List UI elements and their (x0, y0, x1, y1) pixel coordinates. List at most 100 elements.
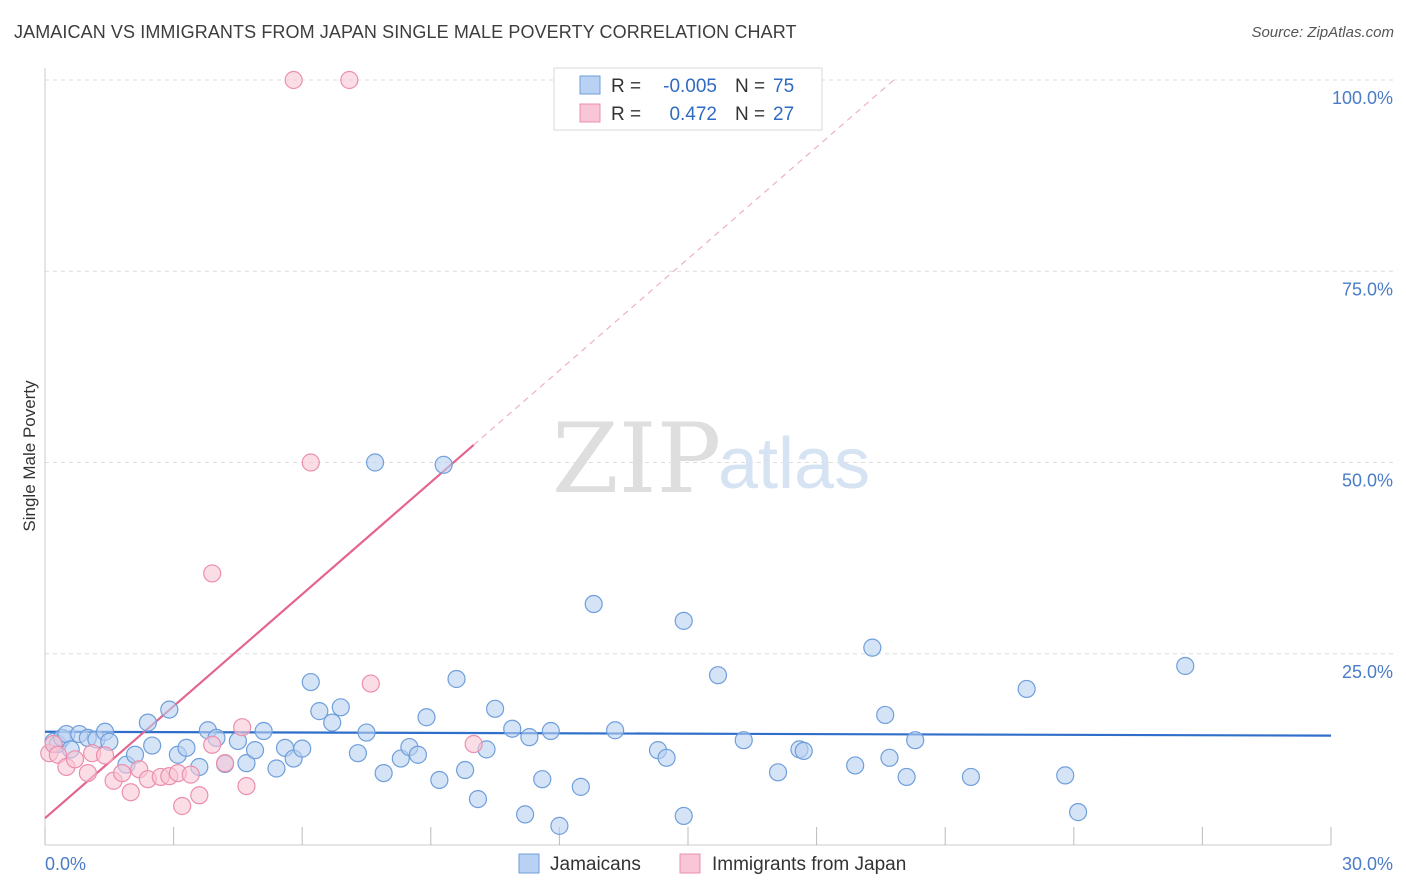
legend-r-value-2: 0.472 (669, 104, 717, 125)
japan-point-21 (215, 754, 235, 773)
jamaican-point-55 (584, 594, 603, 614)
jamaican-point-47 (486, 699, 505, 718)
legend-item-japan: Immigrants from Japan (712, 854, 906, 875)
japan-point-27 (361, 674, 380, 693)
watermark-zip: ZIP (552, 403, 721, 515)
jamaican-point-25 (267, 759, 286, 778)
jamaican-point-40 (417, 708, 436, 727)
jamaican-point-63 (768, 763, 788, 782)
y-tick-label-0: 25.0% (1342, 662, 1393, 682)
y-tick-labels: 25.0% 50.0% 75.0% 100.0% (1332, 88, 1393, 682)
japan-trend-line (44, 444, 475, 820)
source-label: Source: ZipAtlas.com (1251, 24, 1394, 41)
jamaican-point-30 (310, 702, 329, 721)
legend-n-label-1: N = (735, 76, 765, 97)
jamaican-point-52 (541, 721, 560, 741)
jamaican-point-32 (331, 698, 350, 717)
series-legend: Jamaicans Immigrants from Japan (518, 853, 906, 875)
jamaican-point-42 (434, 455, 453, 474)
jamaican-point-68 (876, 705, 895, 725)
legend-swatch-japan (579, 103, 601, 123)
jamaican-point-39 (408, 745, 428, 764)
japan-point-19 (203, 564, 222, 583)
legend-n-label-2: N = (735, 104, 765, 125)
jamaican-point-13 (143, 736, 162, 755)
jamaican-point-22 (237, 754, 256, 773)
japan-point-26 (340, 70, 359, 90)
japan-point-23 (237, 776, 256, 796)
legend-n-value-1: 75 (773, 76, 794, 97)
legend-item-jamaicans: Jamaicans (550, 854, 641, 875)
jamaican-point-35 (365, 453, 385, 472)
y-tick-label-2: 75.0% (1342, 279, 1393, 299)
jamaican-point-72 (961, 767, 981, 787)
y-tick-label-1: 50.0% (1342, 471, 1393, 491)
japan-point-18 (190, 786, 209, 805)
legend-n-value-2: 27 (773, 104, 794, 125)
jamaican-point-59 (674, 611, 693, 630)
jamaican-point-69 (880, 748, 899, 767)
legend-r-label-1: R = (611, 76, 641, 97)
jamaican-point-65 (794, 741, 813, 761)
jamaican-point-54 (571, 777, 590, 796)
jamaican-point-44 (455, 760, 475, 780)
jamaican-point-53 (550, 816, 569, 835)
japan-trend-extension (473, 79, 895, 446)
japan-point-20 (203, 735, 222, 754)
legend-r-value-1: -0.005 (663, 76, 717, 97)
japan-point-7 (95, 746, 115, 765)
x-tick-label-1: 30.0% (1342, 854, 1393, 874)
watermark: ZIP atlas (552, 403, 870, 515)
y-tick-label-3: 100.0% (1332, 88, 1393, 108)
jamaican-point-75 (1068, 803, 1088, 822)
data-points (40, 70, 1195, 835)
jamaican-point-41 (430, 770, 449, 790)
legend-r-label-2: R = (611, 104, 641, 125)
jamaican-point-74 (1056, 766, 1075, 785)
stats-legend: R = -0.005 N = 75 R = 0.472 N = 27 (553, 67, 823, 131)
japan-point-28 (464, 734, 483, 754)
jamaican-point-29 (301, 672, 320, 692)
jamaican-point-71 (906, 731, 925, 750)
jamaican-point-14 (160, 700, 179, 719)
jamaican-point-50 (520, 728, 539, 747)
jamaican-point-73 (1017, 679, 1036, 699)
jamaican-point-67 (863, 638, 882, 657)
japan-point-16 (173, 796, 192, 816)
jamaican-point-49 (516, 805, 535, 824)
japan-point-17 (181, 765, 200, 784)
jamaican-point-56 (606, 721, 625, 740)
jamaican-point-58 (657, 748, 676, 767)
jamaican-point-60 (674, 806, 693, 826)
jamaican-point-61 (708, 666, 728, 685)
japan-point-25 (301, 453, 320, 472)
chart-title: JAMAICAN VS IMMIGRANTS FROM JAPAN SINGLE… (14, 22, 797, 42)
jamaican-point-23 (245, 741, 265, 760)
jamaican-point-36 (374, 763, 393, 783)
jamaican-point-62 (734, 731, 753, 750)
jamaican-point-70 (897, 767, 916, 787)
jamaican-point-31 (323, 713, 342, 732)
legend-swatch-jamaicans (579, 75, 601, 95)
jamaican-point-45 (468, 789, 488, 809)
jamaican-point-48 (503, 719, 522, 738)
jamaican-point-24 (254, 721, 273, 741)
axes (44, 68, 1332, 846)
jamaican-point-43 (447, 669, 466, 689)
japan-point-9 (113, 763, 132, 783)
jamaican-point-16 (177, 738, 196, 757)
x-tick-label-0: 0.0% (45, 854, 86, 874)
japan-point-24 (284, 70, 303, 90)
legend-item-japan-swatch (679, 853, 701, 874)
watermark-atlas: atlas (718, 424, 870, 504)
jamaican-point-34 (357, 723, 376, 742)
japan-point-10 (121, 783, 140, 802)
japan-point-4 (65, 750, 85, 769)
x-tick-labels: 0.0% 30.0% (45, 854, 1393, 874)
japan-point-5 (78, 763, 97, 783)
y-axis-label: Single Male Poverty (20, 380, 39, 532)
legend-item-jamaicans-swatch (518, 853, 540, 874)
jamaican-point-51 (533, 770, 552, 789)
jamaican-point-76 (1176, 656, 1195, 676)
